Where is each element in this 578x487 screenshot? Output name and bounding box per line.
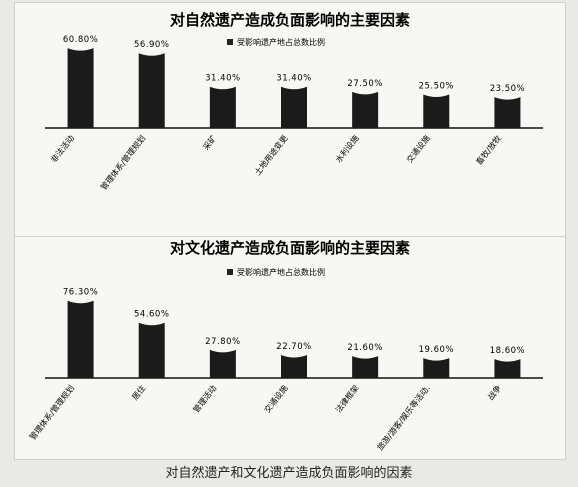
cultural-category-label: 旅游/游客/娱乐等活动. (375, 383, 432, 452)
natural-bar (138, 53, 165, 128)
cultural-bar (67, 300, 94, 378)
cultural-data-label: 18.60% (490, 346, 525, 356)
cultural-data-label: 19.60% (419, 345, 454, 355)
natural-category-label: 非法活动 (49, 133, 77, 164)
cultural-category-label: 法律框架 (333, 383, 361, 414)
cultural-bar (138, 322, 165, 378)
natural-data-label: 60.80% (63, 35, 98, 45)
natural-bar (494, 97, 521, 128)
natural-bar (281, 86, 307, 128)
natural-bar (352, 91, 379, 128)
cultural-bar (423, 358, 450, 378)
cultural-data-label: 27.80% (205, 337, 240, 347)
cultural-bar (281, 355, 307, 378)
natural-category-label: 采矿 (201, 133, 219, 152)
natural-category-label: 水利设施 (333, 133, 361, 164)
natural-category-label: 土地用途变更 (252, 133, 289, 177)
cultural-data-label: 21.60% (347, 343, 382, 353)
natural-data-label: 31.40% (276, 74, 311, 84)
cultural-bar (352, 356, 379, 378)
natural-data-label: 31.40% (205, 74, 240, 84)
natural-bar (209, 86, 236, 128)
cultural-bar (209, 349, 236, 378)
cultural-bar (494, 359, 521, 378)
natural-data-label: 25.50% (419, 81, 454, 91)
natural-bar (423, 94, 450, 128)
cultural-data-label: 22.70% (276, 342, 311, 352)
natural-bar (67, 48, 94, 128)
natural-category-label: 畜牧/放牧 (474, 133, 503, 167)
natural-chart-title: 对自然遗产造成负面影响的主要因素 (170, 11, 410, 29)
cultural-data-label: 54.60% (134, 310, 169, 320)
cultural-legend-label: 受影响遗产地占总数比例 (237, 267, 325, 277)
cultural-data-label: 76.30% (63, 288, 98, 298)
cultural-legend-swatch (227, 269, 233, 275)
natural-data-label: 27.50% (347, 79, 382, 89)
natural-legend-label: 受影响遗产地占总数比例 (237, 37, 325, 47)
natural-heritage-chart-panel: 对自然遗产造成负面影响的主要因素受影响遗产地占总数比例 60.80% 非法活动 56.… (14, 2, 566, 237)
natural-category-label: 管理体系/管理规划 (98, 133, 147, 192)
natural-legend-swatch (227, 39, 233, 45)
natural-data-label: 56.90% (134, 40, 169, 50)
cultural-category-label: 居住 (130, 383, 148, 402)
cultural-category-label: 管理活动 (191, 383, 219, 414)
cultural-chart-title: 对文化遗产造成负面影响的主要因素 (170, 239, 410, 257)
natural-category-label: 交通设施 (404, 133, 432, 164)
cultural-category-label: 管理体系/管理规划 (27, 383, 76, 442)
natural-data-label: 23.50% (490, 84, 525, 94)
cultural-category-label: 交通设施 (262, 383, 290, 414)
cultural-category-label: 战争 (485, 383, 503, 402)
figure-caption: 对自然遗产和文化遗产造成负面影响的因素 (165, 466, 413, 481)
cultural-heritage-chart-panel: 对文化遗产造成负面影响的主要因素受影响遗产地占总数比例 76.30% 管理体系/管理… (14, 236, 566, 460)
